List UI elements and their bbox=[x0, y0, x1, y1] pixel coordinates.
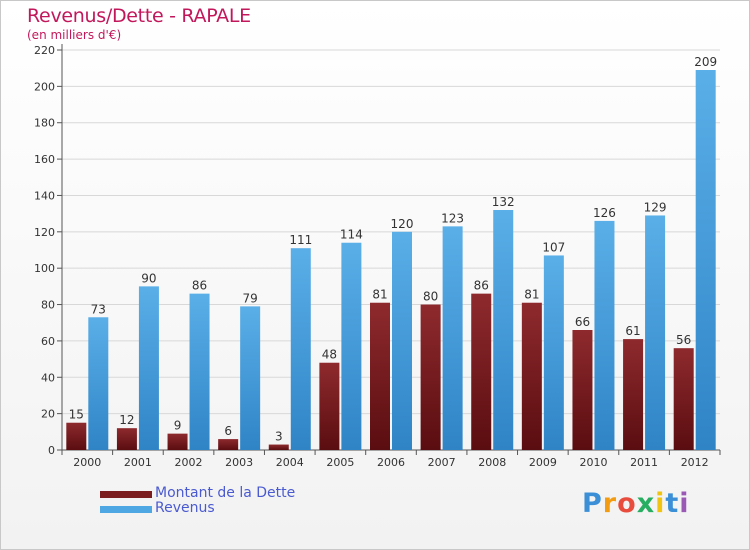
x-tick-label: 2011 bbox=[630, 456, 658, 469]
y-tick-label: 40 bbox=[41, 371, 55, 384]
logo-letter: i bbox=[679, 488, 690, 519]
data-label-revenus: 79 bbox=[243, 291, 258, 305]
bar-dette bbox=[167, 433, 188, 450]
x-tick-label: 2003 bbox=[225, 456, 253, 469]
logo-letter: t bbox=[665, 488, 680, 519]
proxiti-logo: Proxiti bbox=[582, 488, 690, 519]
y-tick-label: 220 bbox=[34, 44, 55, 57]
bar-revenus bbox=[88, 317, 109, 450]
legend-label-revenus: Revenus bbox=[155, 500, 215, 516]
bar-revenus bbox=[138, 286, 159, 450]
data-label-revenus: 111 bbox=[289, 233, 312, 247]
bar-dette bbox=[623, 339, 644, 450]
data-label-dette: 56 bbox=[676, 333, 691, 347]
data-label-revenus: 126 bbox=[593, 206, 616, 220]
x-tick-label: 2006 bbox=[377, 456, 405, 469]
data-label-dette: 66 bbox=[575, 315, 590, 329]
y-tick-label: 80 bbox=[41, 299, 55, 312]
bar-dette bbox=[218, 439, 239, 450]
bar-dette bbox=[268, 444, 289, 450]
data-label-revenus: 209 bbox=[694, 55, 717, 69]
bar-dette bbox=[471, 293, 492, 450]
data-label-dette: 6 bbox=[224, 424, 232, 438]
bar-dette bbox=[116, 428, 137, 450]
y-tick-label: 100 bbox=[34, 262, 55, 275]
y-tick-label: 160 bbox=[34, 153, 55, 166]
data-label-dette: 48 bbox=[322, 348, 337, 362]
y-tick-label: 140 bbox=[34, 189, 55, 202]
bar-dette bbox=[673, 348, 694, 450]
data-label-dette: 80 bbox=[423, 290, 438, 304]
data-label-revenus: 90 bbox=[141, 271, 156, 285]
x-tick-label: 2007 bbox=[428, 456, 456, 469]
y-tick-label: 120 bbox=[34, 226, 55, 239]
y-tick-label: 180 bbox=[34, 117, 55, 130]
bar-dette bbox=[521, 302, 542, 450]
legend-label-debt: Montant de la Dette bbox=[155, 485, 296, 501]
data-label-revenus: 86 bbox=[192, 279, 207, 293]
y-tick-label: 20 bbox=[41, 408, 55, 421]
bar-dette bbox=[420, 304, 441, 450]
bar-dette bbox=[370, 302, 390, 450]
y-tick-label: 0 bbox=[48, 444, 55, 457]
data-label-dette: 12 bbox=[119, 413, 134, 427]
data-label-revenus: 107 bbox=[542, 240, 565, 254]
x-tick-label: 2000 bbox=[73, 456, 101, 469]
bar-revenus bbox=[392, 231, 412, 450]
data-label-revenus: 120 bbox=[391, 217, 414, 231]
x-tick-label: 2010 bbox=[579, 456, 607, 469]
bar-revenus bbox=[695, 70, 716, 450]
bar-revenus bbox=[290, 248, 311, 450]
x-tick-label: 2002 bbox=[175, 456, 203, 469]
bar-revenus bbox=[645, 215, 666, 450]
data-label-dette: 61 bbox=[625, 324, 640, 338]
chart-title: Revenus/Dette - RAPALE bbox=[27, 5, 251, 27]
x-tick-label: 2004 bbox=[276, 456, 304, 469]
legend-swatch-revenus bbox=[100, 506, 152, 513]
y-tick-label: 200 bbox=[34, 80, 55, 93]
data-label-dette: 81 bbox=[524, 288, 539, 302]
x-tick-label: 2001 bbox=[124, 456, 152, 469]
bar-revenus bbox=[594, 220, 615, 450]
logo-letter: P bbox=[582, 488, 603, 519]
bar-revenus bbox=[341, 242, 362, 450]
bar-dette bbox=[66, 422, 87, 450]
chart-subtitle: (en milliers d'€) bbox=[27, 28, 122, 42]
bar-revenus bbox=[442, 226, 463, 450]
logo-letter: o bbox=[617, 488, 637, 519]
data-label-revenus: 73 bbox=[91, 302, 106, 316]
bar-revenus bbox=[189, 293, 210, 450]
data-label-dette: 3 bbox=[275, 430, 283, 444]
x-tick-label: 2005 bbox=[326, 456, 354, 469]
bar-revenus bbox=[493, 210, 514, 450]
x-tick-label: 2012 bbox=[681, 456, 709, 469]
logo-letter: x bbox=[636, 488, 656, 519]
legend-swatch-debt bbox=[100, 491, 152, 498]
logo-letter: i bbox=[655, 488, 666, 519]
data-label-dette: 81 bbox=[372, 288, 387, 302]
bar-revenus bbox=[240, 306, 261, 450]
data-label-revenus: 123 bbox=[441, 211, 464, 225]
data-label-revenus: 114 bbox=[340, 228, 363, 242]
data-label-dette: 86 bbox=[474, 279, 489, 293]
bar-dette bbox=[319, 362, 340, 450]
data-label-revenus: 132 bbox=[492, 195, 515, 209]
data-label-dette: 9 bbox=[174, 419, 182, 433]
logo-letter: r bbox=[602, 488, 618, 519]
bar-revenus bbox=[543, 255, 564, 450]
data-label-dette: 15 bbox=[69, 408, 84, 422]
x-tick-label: 2009 bbox=[529, 456, 557, 469]
x-tick-label: 2008 bbox=[478, 456, 506, 469]
bar-dette bbox=[572, 330, 593, 450]
y-tick-label: 60 bbox=[41, 335, 55, 348]
data-label-revenus: 129 bbox=[644, 200, 667, 214]
